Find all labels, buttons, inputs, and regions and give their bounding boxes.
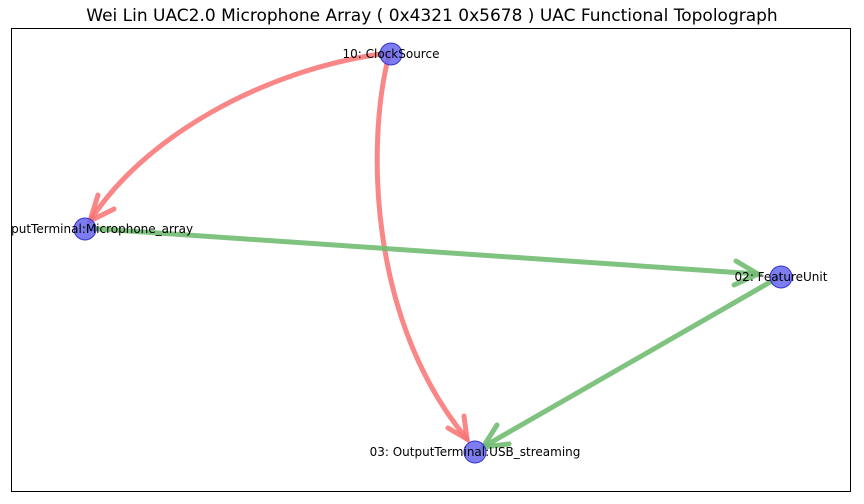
node-label-input-terminal: 01: InputTerminal:Microphone_array	[12, 222, 193, 236]
edge-clock-to-output	[374, 52, 470, 442]
node-label-output-terminal: 03: OutputTerminal:USB_streaming	[370, 445, 581, 459]
edge-clock-to-input	[87, 50, 391, 224]
edge-input-to-feature	[82, 225, 761, 277]
edge-feature-to-output	[480, 274, 782, 450]
arrowhead-clock-to-input	[85, 192, 117, 226]
arrowhead-clock-to-output	[445, 413, 471, 444]
node-input-terminal	[73, 217, 97, 241]
diagram-frame: 10: ClockSource 01: InputTerminal:Microp…	[11, 28, 851, 492]
diagram-title: Wei Lin UAC2.0 Microphone Array ( 0x4321…	[86, 6, 778, 26]
node-output-terminal	[463, 440, 487, 464]
node-feature-unit	[769, 265, 793, 289]
node-label-clock-source: 10: ClockSource	[343, 47, 440, 61]
arrowhead-input-to-feature	[731, 258, 764, 288]
node-label-feature-unit: 02: FeatureUnit	[735, 270, 828, 284]
node-clock-source	[379, 42, 403, 66]
topology-graph: 10: ClockSource 01: InputTerminal:Microp…	[12, 42, 828, 464]
